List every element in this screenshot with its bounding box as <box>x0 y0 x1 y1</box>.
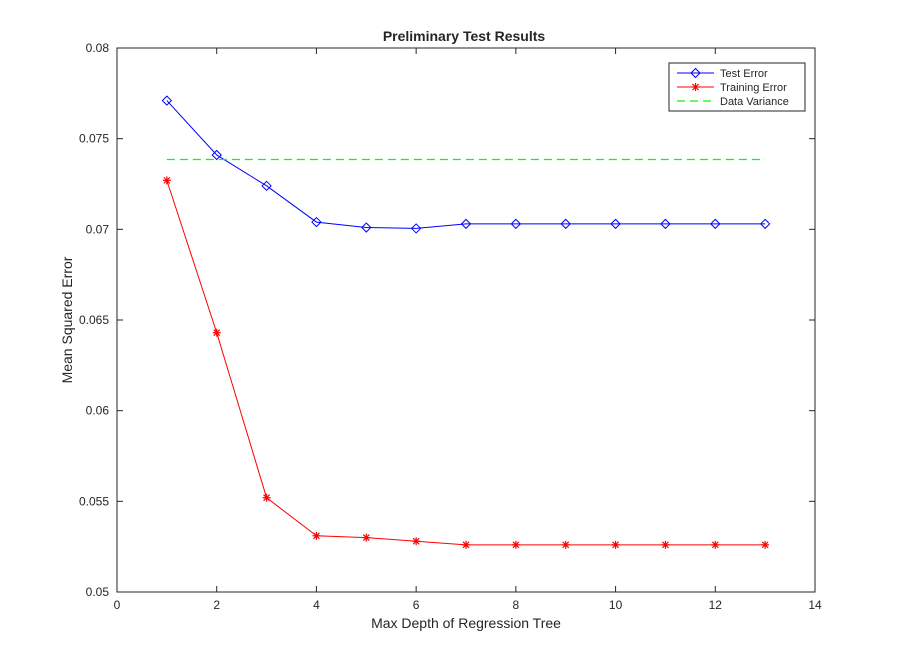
y-tick-label: 0.08 <box>86 41 110 55</box>
data-point <box>561 540 570 549</box>
data-point <box>412 537 421 546</box>
data-point <box>761 540 770 549</box>
data-point <box>212 328 221 337</box>
asterisk-stroke <box>313 532 320 540</box>
legend: Test Error Training Error Data Variance <box>668 62 806 112</box>
series-test-error <box>161 95 771 234</box>
data-point <box>511 540 520 549</box>
data-point <box>460 218 472 230</box>
asterisk-stroke <box>761 541 769 549</box>
asterisk-stroke <box>512 541 520 549</box>
y-tick-label: 0.065 <box>79 313 109 327</box>
x-tick-label: 10 <box>609 598 623 612</box>
legend-marker-test-error <box>690 67 701 79</box>
data-point <box>162 176 171 185</box>
asterisk-stroke <box>462 541 470 549</box>
data-point <box>361 222 372 233</box>
legend-label-training-error: Training Error <box>720 82 787 94</box>
data-point <box>661 540 670 549</box>
asterisk-stroke <box>662 541 669 549</box>
y-tick-label: 0.055 <box>79 494 109 508</box>
asterisk-stroke <box>163 176 171 184</box>
data-point <box>410 223 422 234</box>
asterisk-stroke <box>412 537 420 545</box>
data-point <box>510 218 522 230</box>
data-point <box>311 216 322 228</box>
data-point <box>312 531 321 540</box>
chart-title: Preliminary Test Results <box>383 28 546 44</box>
x-tick-label: 4 <box>313 598 320 612</box>
series-training-error <box>162 176 770 549</box>
y-tick-label: 0.05 <box>86 585 110 599</box>
data-point <box>211 149 222 161</box>
data-point <box>560 218 571 230</box>
y-tick-label: 0.07 <box>86 222 110 236</box>
asterisk-stroke <box>692 83 699 91</box>
x-tick-label: 14 <box>808 598 822 612</box>
x-tick-label: 2 <box>213 598 220 612</box>
data-point <box>610 218 621 230</box>
y-axis-label: Mean Squared Error <box>59 256 75 383</box>
y-tick-label: 0.075 <box>79 132 109 146</box>
asterisk-stroke <box>362 534 370 542</box>
data-point <box>362 533 371 542</box>
asterisk-stroke <box>562 541 570 549</box>
x-axis-label: Max Depth of Regression Tree <box>371 615 561 631</box>
data-point <box>711 540 720 549</box>
x-tick-label: 0 <box>114 598 121 612</box>
x-tick-label: 8 <box>513 598 520 612</box>
asterisk-stroke <box>263 494 270 502</box>
data-point <box>261 180 272 192</box>
data-point <box>161 95 173 106</box>
y-tick-label: 0.06 <box>86 404 110 418</box>
data-point <box>660 218 671 230</box>
x-tick-label: 12 <box>709 598 723 612</box>
data-point <box>611 540 620 549</box>
asterisk-stroke <box>711 541 719 549</box>
asterisk-stroke <box>213 329 221 337</box>
legend-marker-training-error <box>691 83 700 91</box>
plot-area: 0 2 4 6 8 10 12 14 0.05 0.055 0.06 0.065 0.07 0.075 0.… <box>79 41 822 612</box>
asterisk-stroke <box>612 541 619 549</box>
legend-label-data-variance: Data Variance <box>720 96 789 108</box>
axes-box <box>116 47 816 593</box>
data-point <box>759 218 771 230</box>
data-point <box>710 218 721 230</box>
legend-label-test-error: Test Error <box>720 68 768 80</box>
data-point <box>462 540 470 549</box>
series-line-test-error <box>166 100 766 229</box>
data-point <box>262 493 271 502</box>
x-tick-label: 6 <box>413 598 420 612</box>
